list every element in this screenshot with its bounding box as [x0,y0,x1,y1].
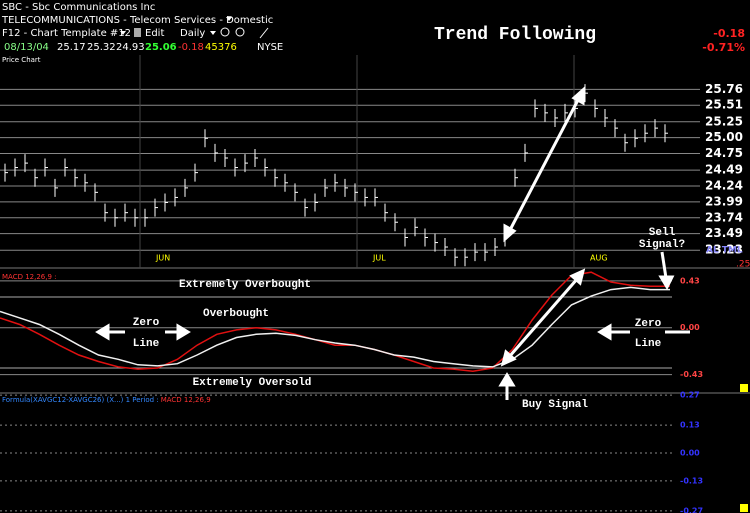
zoom-in[interactable] [220,27,230,37]
y-tick-label: 0.00 [680,449,700,458]
x-tick-label: JUN [155,254,170,263]
symbol: SBC - Sbc Communications Inc [2,2,155,13]
y-tick-label: 23.23 [705,243,743,257]
quote-open: 25.17 [57,42,86,53]
y-tick-label: 25.51 [705,98,743,112]
quote-high: 25.32 [87,42,116,53]
annotation: Line [133,338,160,350]
y-tick-label: 25.00 [705,130,743,144]
y-tick-label: -0.27 [680,506,703,513]
quote-exchange: NYSE [257,42,283,53]
annotation: Signal? [639,239,685,251]
panel-handle[interactable] [740,504,748,512]
annotation: Zero [635,318,662,330]
chart-title: Trend Following [434,25,596,45]
y-tick-label: 0.43 [680,276,700,285]
quote-low: 24.93 [116,42,145,53]
y-tick-label: 24.24 [705,178,743,192]
annotation: Extremely Oversold [193,377,312,389]
formula-series: MACD 12,26,9 [161,396,211,404]
edit-icon[interactable] [134,28,141,37]
arrows [95,86,690,400]
macd-line [0,271,670,373]
edit-button[interactable]: Edit [145,28,164,39]
formula-label: Formula(XAVGC12-XAVGC26) (X...) 1 Period… [2,396,159,404]
annotation: Extremely Overbought [179,279,311,291]
annotation: Zero [133,317,160,329]
y-tick-label: 24.49 [705,163,743,177]
quote-volume: 45376 [205,42,237,53]
annotation: Line [635,338,662,350]
macd-line [0,286,670,368]
panel-handle[interactable] [740,384,748,392]
x-tick-label: JUL [372,254,386,263]
panel-label: MACD 12,26,9 : [2,273,57,281]
x-tick-label: AUG [590,254,608,263]
dropdown-icon[interactable] [226,17,232,21]
side-value: .25 [736,260,750,270]
y-tick-label: 25.25 [705,114,743,128]
change-pct: -0.71% [702,41,745,54]
annotation: Buy Signal [522,399,588,411]
y-tick-label: -0.43 [680,370,703,379]
y-tick-label: 23.99 [705,194,743,208]
annotation: Overbought [203,308,269,320]
panel-label: Price Chart [2,56,41,64]
template[interactable]: F12 - Chart Template #12 [2,28,131,39]
annotation: Sell [649,227,676,239]
side-label: AL TML [706,246,743,256]
draw-tool[interactable] [259,27,269,39]
change: -0.18 [713,27,745,40]
zoom-out[interactable] [235,27,245,37]
period[interactable]: Daily [180,28,205,39]
y-tick-label: 24.75 [705,146,743,160]
y-tick-label: 0.13 [680,421,700,430]
y-tick-label: -0.13 [680,476,703,485]
y-tick-label: 23.74 [705,210,743,224]
dropdown-icon[interactable] [120,31,126,35]
industry: TELECOMMUNICATIONS - Telecom Services - … [1,15,273,26]
quote-date: 08/13/04 [4,42,49,53]
dropdown-icon[interactable] [210,31,216,35]
y-tick-label: 0.00 [680,323,700,332]
y-tick-label: 23.49 [705,226,743,240]
quote-last: 25.06 [145,42,177,53]
y-tick-label: 25.76 [705,82,743,96]
quote-change: -0.18 [178,42,204,53]
y-tick-label: 0.27 [680,391,700,400]
